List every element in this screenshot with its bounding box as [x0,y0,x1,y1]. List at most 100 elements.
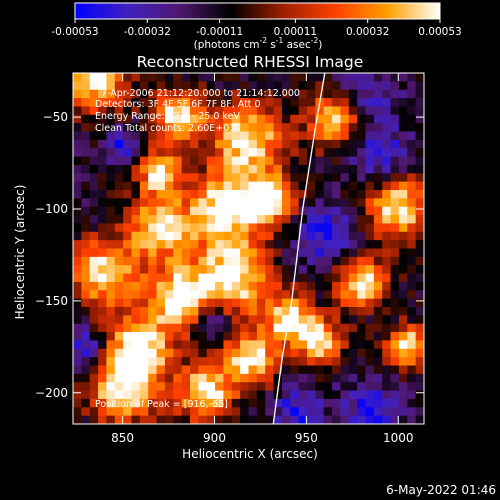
heatmap-cell [190,298,199,308]
heatmap-cell [215,114,225,124]
heatmap-cell [248,382,258,392]
heatmap-cell [256,323,266,333]
heatmap-cell [273,81,283,91]
heatmap-cell [357,323,367,333]
heatmap-cell [307,398,316,408]
heatmap-cell [89,373,99,383]
heatmap-cell [114,273,124,283]
heatmap-cell [315,323,325,333]
heatmap-cell [290,281,300,291]
heatmap-cell [198,273,208,283]
heatmap-cell [89,240,99,250]
heatmap-cell [415,315,424,325]
heatmap-cell [231,89,241,99]
heatmap-cell [390,206,400,216]
heatmap-cell [256,131,266,141]
heatmap-cell [407,323,417,333]
heatmap-cell [139,81,149,91]
heatmap-cell [173,164,183,174]
heatmap-cell [114,156,124,166]
heatmap-cell [315,315,325,325]
heatmap-cell [223,114,233,124]
heatmap-cell [290,123,300,133]
heatmap-cell [106,273,116,283]
heatmap-cell [323,89,333,99]
heatmap-cell [265,156,275,166]
heatmap-cell [81,231,91,241]
heatmap-cell [398,273,408,283]
heatmap-cell [357,348,367,358]
heatmap-cell [114,281,124,291]
heatmap-cell [156,223,166,233]
heatmap-cell [323,273,333,283]
heatmap-cell [131,98,141,108]
heatmap-cell [373,298,383,308]
heatmap-cell [114,398,124,408]
heatmap-cell [148,256,158,266]
heatmap-cell [206,114,216,124]
heatmap-cell [81,382,91,392]
y-tick-label: −50 [43,110,68,124]
heatmap-cell [123,323,133,333]
heatmap-cell [382,357,392,367]
heatmap-cell [348,256,358,266]
heatmap-cell [123,181,133,191]
heatmap-cell [273,415,283,424]
heatmap-cell [248,298,258,308]
heatmap-cell [139,215,149,225]
heatmap-cell [173,215,183,225]
heatmap-cell [340,173,350,183]
heatmap-cell [89,248,99,258]
heatmap-cell [248,315,258,325]
heatmap-cell [131,382,141,392]
heatmap-cell [98,190,108,199]
heatmap-cell [281,332,291,342]
heatmap-cell [206,323,216,333]
heatmap-cell [340,373,350,383]
heatmap-cell [415,323,424,333]
heatmap-cell [223,164,233,174]
heatmap-cell [98,106,108,116]
heatmap-cell [357,273,367,283]
heatmap-cell [139,307,149,316]
heatmap-cell [73,373,82,383]
heatmap-cell [298,89,308,99]
heatmap-cell [106,365,116,375]
heatmap-cell [173,181,183,191]
heatmap-cell [348,181,358,191]
heatmap-cell [148,332,158,342]
heatmap-cell [156,106,166,116]
heatmap-cell [81,156,91,166]
heatmap-cell [181,148,191,158]
heatmap-cell [373,307,383,316]
heatmap-cell [231,365,241,375]
heatmap-cell [181,415,191,424]
heatmap-cell [290,206,300,216]
heatmap-cell [173,348,183,358]
heatmap-cell [164,106,174,116]
heatmap-cell [407,273,417,283]
heatmap-cell [89,114,99,124]
heatmap-cell [164,240,174,250]
heatmap-cell [73,240,82,250]
heatmap-cell [181,332,191,342]
heatmap-cell [407,332,417,342]
heatmap-cell [407,307,417,316]
heatmap-cell [265,206,275,216]
heatmap-cell [273,398,283,408]
heatmap-cell [332,240,342,250]
heatmap-cell [98,415,108,424]
heatmap-cell [240,273,250,283]
heatmap-cell [273,156,283,166]
heatmap-cell [323,73,333,82]
heatmap-cell [148,164,158,174]
heatmap-cell [156,407,166,417]
heatmap-cell [106,256,116,266]
heatmap-cell [98,315,108,325]
heatmap-cell [98,407,108,417]
heatmap-cell [98,340,108,350]
heatmap-cell [206,348,216,358]
heatmap-cell [365,148,375,158]
heatmap-cell [332,139,342,149]
heatmap-cell [273,298,283,308]
